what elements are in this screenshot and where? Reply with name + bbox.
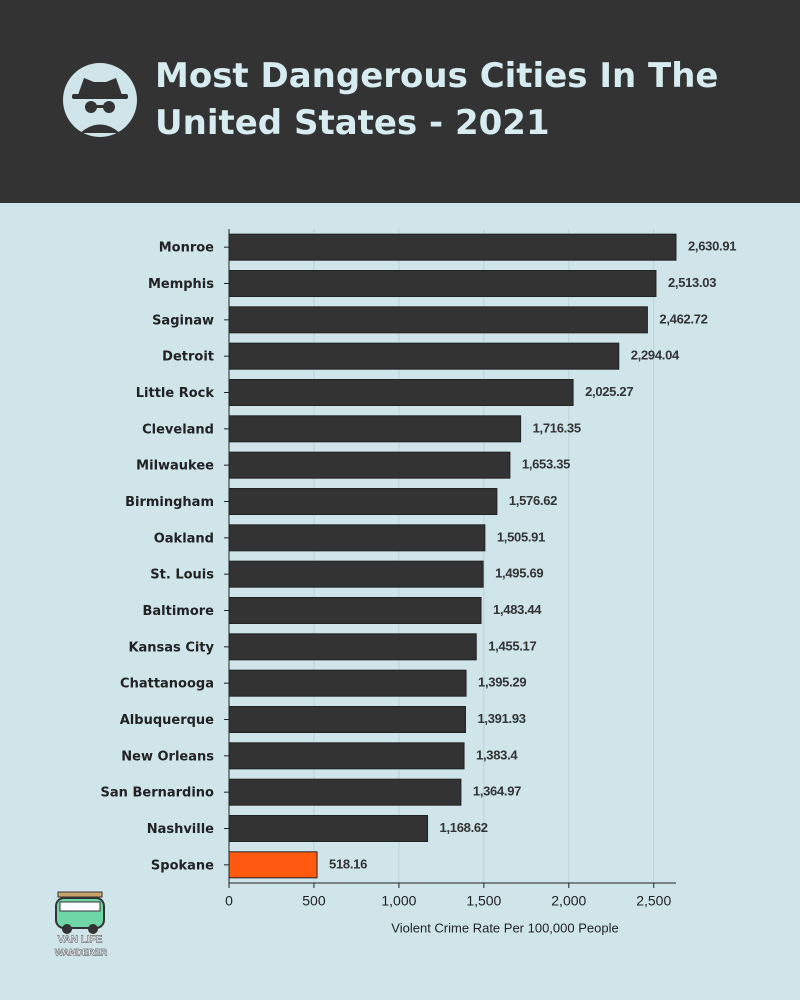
bar: [228, 851, 318, 879]
bar: [228, 597, 482, 624]
bar: [228, 815, 429, 842]
logo: VAN LIFE WANDERER: [55, 891, 108, 958]
y-tick-label: St. Louis: [150, 568, 214, 583]
y-tick-label: Milwaukee: [136, 459, 214, 474]
bar: [228, 669, 467, 697]
value-label: 1,716.35: [533, 420, 581, 435]
y-tick-label: Nashville: [147, 822, 214, 837]
value-label: 1,391.93: [477, 711, 525, 726]
y-tick-label: Birmingham: [125, 495, 214, 510]
x-tick-label: 1,000: [381, 893, 416, 909]
y-tick-label: Monroe: [159, 241, 214, 256]
value-label: 2,294.04: [631, 348, 680, 363]
bar: [228, 379, 574, 406]
bar: [228, 633, 477, 661]
value-label: 1,383.4: [476, 747, 518, 762]
bar: [228, 342, 620, 370]
value-label: 2,630.91: [688, 239, 736, 254]
value-label: 1,495.69: [495, 566, 543, 581]
value-label: 1,505.91: [497, 529, 545, 544]
y-tick-label: Saginaw: [152, 313, 214, 328]
logo-text: WANDERER: [55, 947, 108, 957]
x-axis-label: Violent Crime Rate Per 100,000 People: [391, 920, 618, 935]
bar: [228, 233, 677, 261]
bar: [228, 524, 486, 552]
y-tick-label: Oakland: [154, 531, 214, 546]
spy-icon: [63, 63, 137, 137]
x-tick-label: 1,500: [466, 893, 501, 909]
bar: [228, 742, 465, 770]
y-tick-label: Chattanooga: [120, 677, 214, 692]
chart-title: Most Dangerous Cities In The United Stat…: [155, 56, 719, 143]
x-tick-label: 500: [302, 893, 326, 909]
bar: [228, 706, 466, 733]
value-label: 1,483.44: [493, 602, 542, 617]
bar: [228, 560, 484, 588]
value-label: 1,576.62: [509, 493, 557, 508]
y-tick-label: Cleveland: [142, 422, 214, 437]
y-tick-label: Memphis: [148, 277, 214, 292]
y-tick-label: Kansas City: [128, 640, 214, 655]
y-tick-label: New Orleans: [121, 749, 214, 764]
value-label: 1,395.29: [478, 675, 526, 690]
value-label: 2,025.27: [585, 384, 633, 399]
value-label: 2,513.03: [668, 275, 716, 290]
bar: [228, 451, 511, 479]
y-tick-label: Little Rock: [136, 386, 215, 401]
value-label: 1,455.17: [488, 638, 536, 653]
value-label: 1,653.35: [522, 457, 570, 472]
y-tick-label: Baltimore: [142, 604, 214, 619]
y-tick-label: San Bernardino: [101, 786, 215, 801]
value-label: 1,364.97: [473, 784, 521, 799]
x-tick-label: 2,500: [636, 893, 671, 909]
x-tick-label: 0: [225, 893, 233, 909]
logo-text: VAN LIFE: [58, 935, 103, 946]
bar: [228, 306, 648, 334]
value-label: 1,168.62: [440, 820, 488, 835]
bar: [228, 488, 498, 515]
bar: [228, 415, 522, 443]
bar: [228, 270, 657, 297]
y-tick-label: Detroit: [162, 350, 214, 365]
y-tick-label: Albuquerque: [120, 713, 214, 728]
x-tick-label: 2,000: [551, 893, 586, 909]
value-label: 2,462.72: [659, 311, 707, 326]
bar: [228, 778, 462, 806]
y-tick-label: Spokane: [151, 858, 214, 873]
value-label: 518.16: [329, 856, 367, 871]
